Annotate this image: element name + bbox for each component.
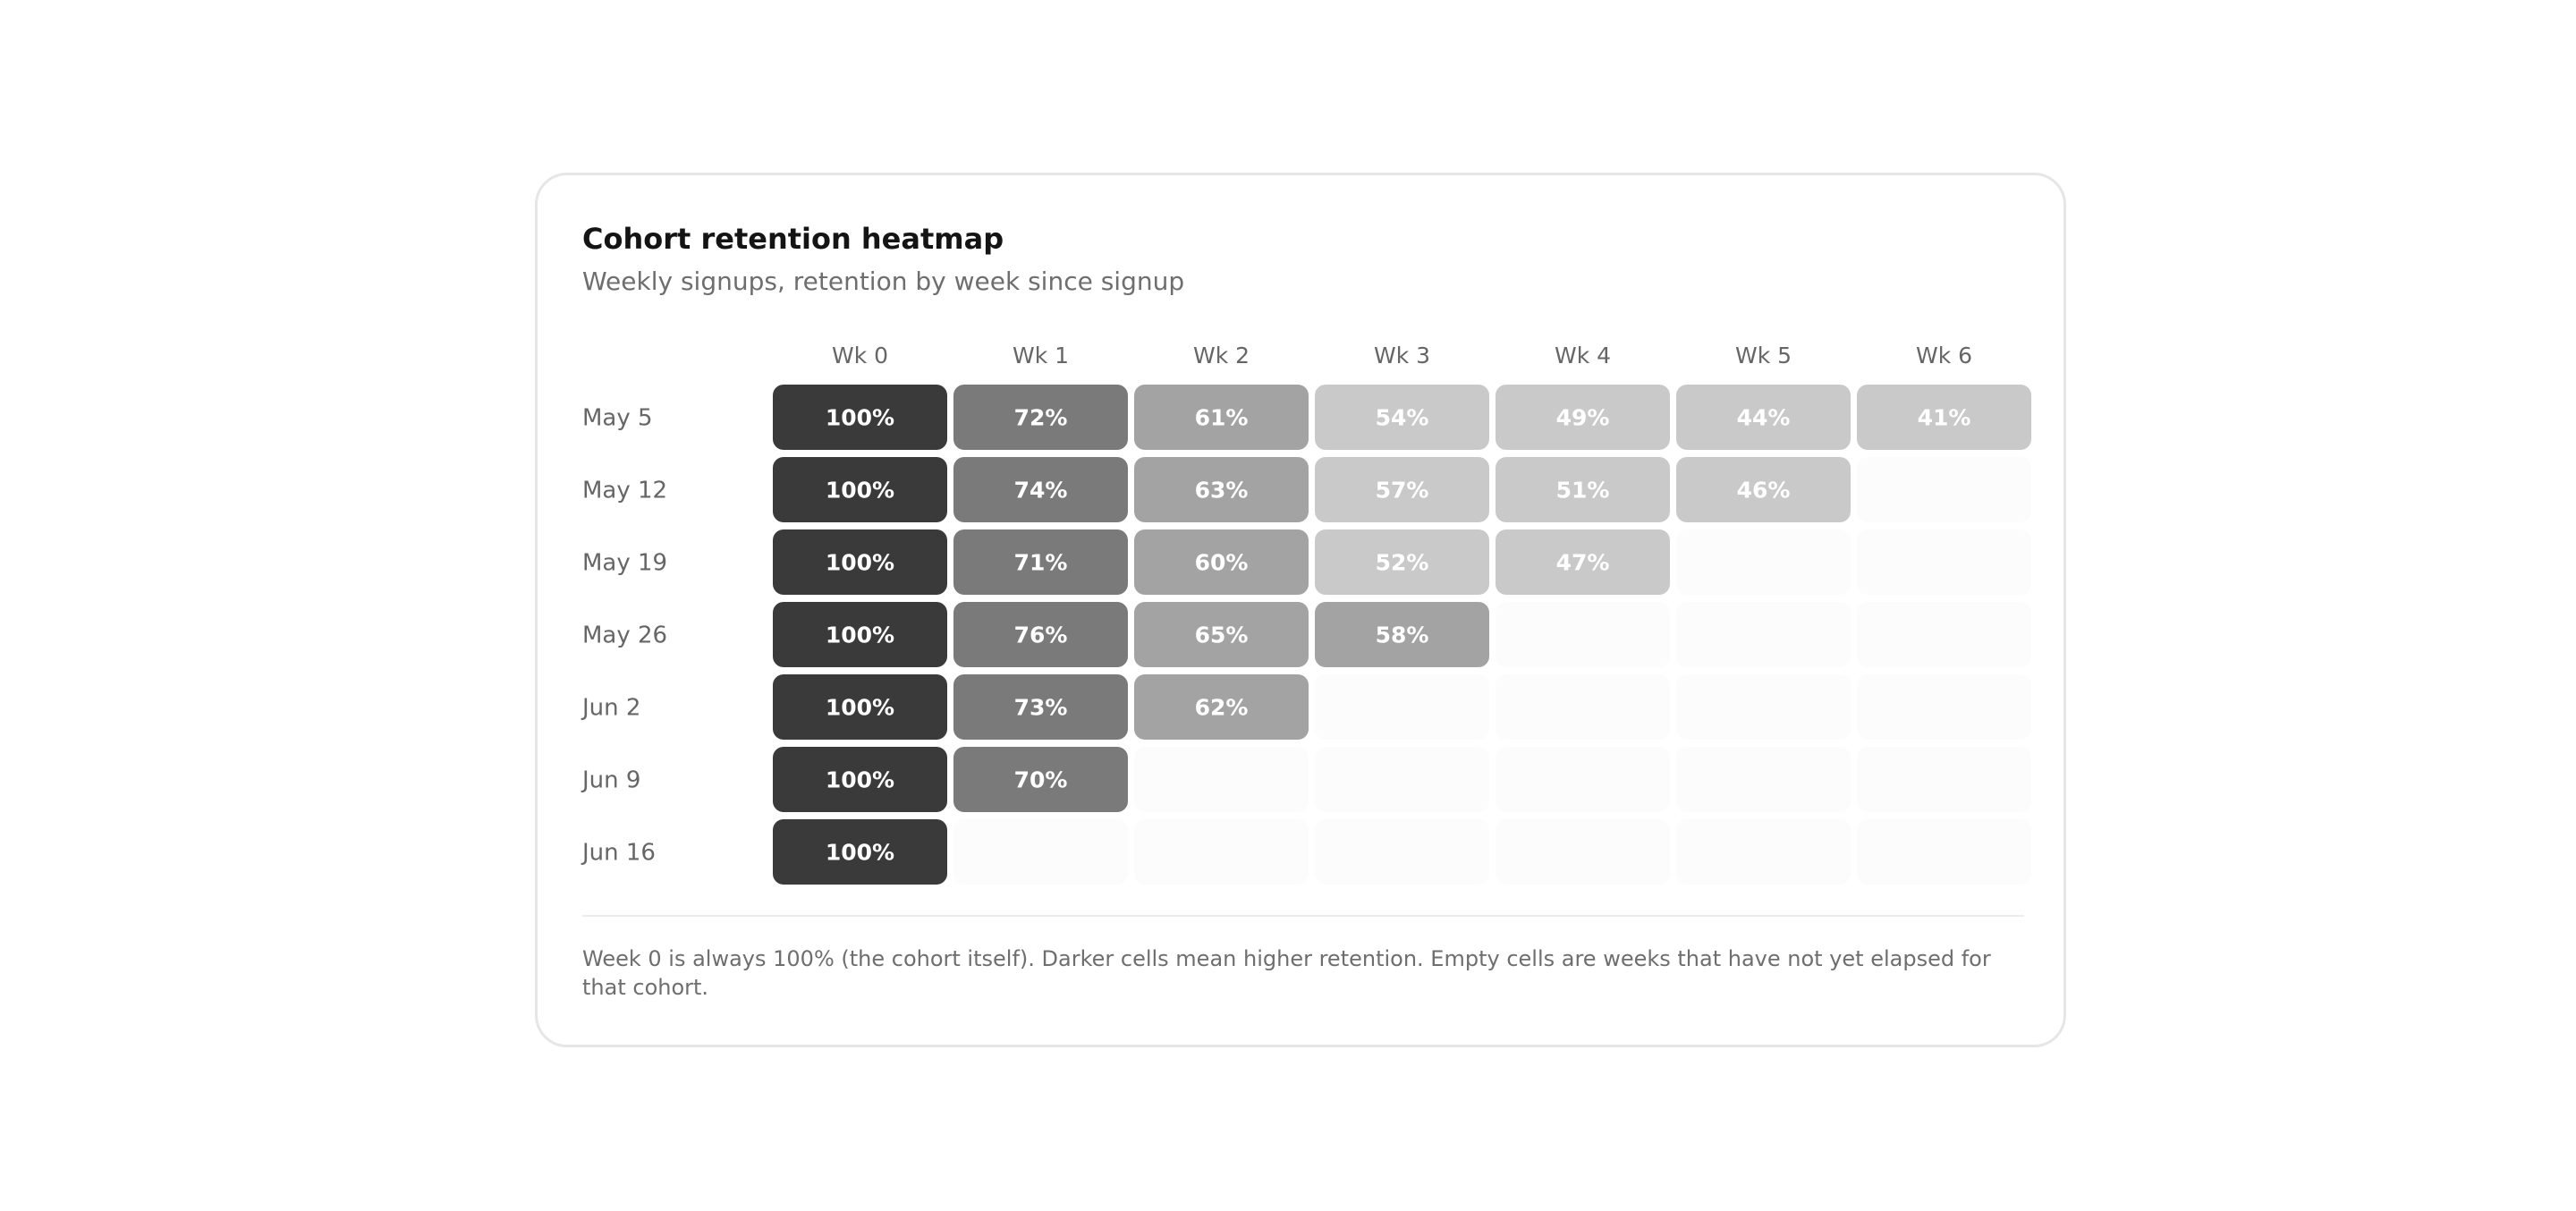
chart-title: Cohort retention heatmap [582, 222, 1004, 256]
row-label: May 5 [582, 405, 653, 432]
cell-value-label: 72% [1014, 405, 1068, 431]
heatmap-card: Cohort retention heatmap Weekly signups,… [535, 173, 2066, 1047]
row-label: May 26 [582, 622, 667, 649]
cell-value-label: 74% [1014, 478, 1068, 504]
column-header: Wk 0 [832, 343, 888, 368]
column-header: Wk 2 [1193, 343, 1250, 368]
divider [582, 915, 2024, 917]
cell-value-label: 100% [826, 405, 894, 431]
cell-value-label: 63% [1195, 478, 1249, 504]
row-label: Jun 16 [580, 840, 656, 867]
heatmap-cell [773, 457, 947, 522]
heatmap-cell-empty [1676, 674, 1851, 740]
heatmap-cell [1496, 385, 1670, 450]
row-label: May 19 [582, 550, 667, 577]
cell-value-label: 47% [1556, 550, 1610, 576]
row-label: May 12 [582, 478, 667, 504]
heatmap-cell-empty [1857, 747, 2031, 812]
heatmap-cell [1134, 602, 1309, 667]
cell-value-label: 61% [1195, 405, 1249, 431]
heatmap-cell-empty [1134, 819, 1309, 885]
heatmap-cell-empty [1315, 674, 1489, 740]
heatmap-cell-empty [1315, 747, 1489, 812]
cell-value-label: 58% [1376, 622, 1429, 648]
heatmap-cell-empty [1496, 819, 1670, 885]
heatmap-cell [773, 747, 947, 812]
cell-value-label: 76% [1014, 622, 1068, 648]
cell-value-label: 65% [1195, 622, 1249, 648]
cell-value-label: 60% [1195, 550, 1249, 576]
column-header: Wk 6 [1916, 343, 1972, 368]
heatmap-cell [1676, 385, 1851, 450]
heatmap-cell [1857, 385, 2031, 450]
chart-subtitle: Weekly signups, retention by week since … [582, 267, 1185, 296]
cell-value-label: 100% [826, 550, 894, 576]
heatmap-cell [1315, 457, 1489, 522]
heatmap-cell [1315, 602, 1489, 667]
heatmap-cell [1676, 457, 1851, 522]
cell-value-label: 52% [1376, 550, 1429, 576]
heatmap-cell [953, 529, 1128, 595]
cell-value-label: 100% [826, 478, 894, 504]
cell-value-label: 100% [826, 840, 894, 866]
heatmap-cell-empty [1315, 819, 1489, 885]
heatmap-cell-empty [1676, 819, 1851, 885]
cell-value-label: 46% [1737, 478, 1791, 504]
cell-value-label: 70% [1014, 767, 1068, 793]
heatmap-cell-empty [1857, 529, 2031, 595]
heatmap-cell [1496, 529, 1670, 595]
heatmap-chart: Wk 0 Wk 1 Wk 2 Wk 3 Wk 4 Wk 5 Wk 6 May 5 100% 72%… [580, 343, 2031, 885]
cell-value-label: 49% [1556, 405, 1610, 431]
cell-value-label: 62% [1195, 695, 1249, 721]
heatmap-cell [773, 819, 947, 885]
heatmap-cell-empty [1676, 747, 1851, 812]
heatmap-cell [773, 529, 947, 595]
cell-value-label: 71% [1014, 550, 1068, 576]
heatmap-cell-empty [953, 819, 1128, 885]
cell-value-label: 73% [1014, 695, 1068, 721]
heatmap-cell [953, 457, 1128, 522]
heatmap-cell [1134, 457, 1309, 522]
cell-value-label: 44% [1737, 405, 1791, 431]
heatmap-cell-empty [1676, 602, 1851, 667]
cell-value-label: 100% [826, 695, 894, 721]
heatmap-cell-empty [1134, 747, 1309, 812]
row-label: Jun 9 [580, 767, 640, 794]
heatmap-cell [1134, 385, 1309, 450]
heatmap-cell [1496, 457, 1670, 522]
heatmap-cell [1134, 529, 1309, 595]
column-header: Wk 3 [1374, 343, 1430, 368]
cell-value-label: 100% [826, 622, 894, 648]
heatmap-cell-empty [1857, 819, 2031, 885]
heatmap-cell [1315, 385, 1489, 450]
heatmap-cell-empty [1857, 457, 2031, 522]
heatmap-cell-empty [1676, 529, 1851, 595]
heatmap-cell [773, 385, 947, 450]
column-header: Wk 4 [1555, 343, 1611, 368]
heatmap-cell [953, 602, 1128, 667]
column-header: Wk 1 [1013, 343, 1069, 368]
heatmap-cell-empty [1857, 674, 2031, 740]
heatmap-cell [773, 602, 947, 667]
heatmap-cell [773, 674, 947, 740]
row-label: Jun 2 [580, 695, 640, 722]
heatmap-cell [953, 747, 1128, 812]
heatmap-cell-empty [1496, 602, 1670, 667]
cell-value-label: 100% [826, 767, 894, 793]
heatmap-cell-empty [1496, 674, 1670, 740]
heatmap-cell-empty [1496, 747, 1670, 812]
heatmap-cell [953, 674, 1128, 740]
heatmap-cell [1134, 674, 1309, 740]
heatmap-cell [953, 385, 1128, 450]
cell-value-label: 41% [1918, 405, 1971, 431]
heatmap-cell [1315, 529, 1489, 595]
chart-footnote: Week 0 is always 100% (the cohort itself… [582, 946, 1991, 1000]
cell-value-label: 51% [1556, 478, 1610, 504]
cell-value-label: 54% [1376, 405, 1429, 431]
cell-value-label: 57% [1376, 478, 1429, 504]
heatmap-cell-empty [1857, 602, 2031, 667]
column-header: Wk 5 [1735, 343, 1792, 368]
